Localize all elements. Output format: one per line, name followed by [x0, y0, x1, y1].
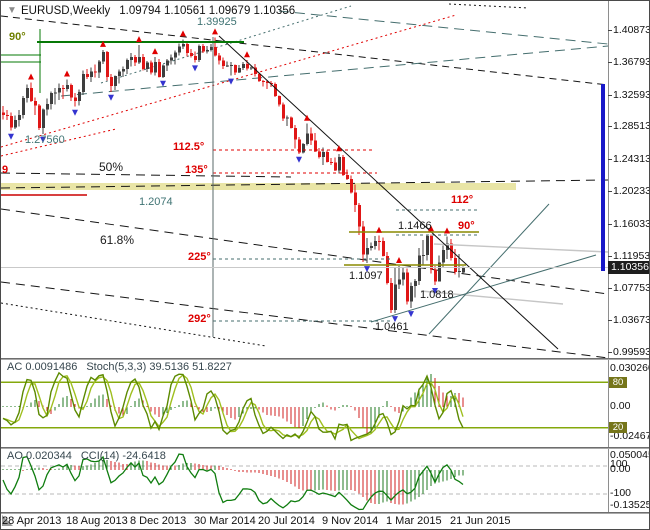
indicator-axis-label: -0.0246786 [610, 430, 649, 442]
main-chart[interactable] [1, 1, 608, 358]
price-tick-label: 1.07753 [613, 282, 650, 295]
ao-histogram [2, 460, 464, 505]
price-tick-label: 1.20233 [613, 184, 650, 197]
price-tick-label: 1.36793 [613, 55, 650, 68]
panel-separator-1[interactable] [1, 358, 649, 360]
indicator2-title: AO 0.020344 CCI(14) -24.6418 [7, 450, 175, 462]
panel-separator-2[interactable] [1, 447, 649, 449]
trend-lines-back [1, 3, 608, 358]
chart-annotation-label: 50% [99, 160, 124, 174]
price-tick-mark [608, 288, 612, 290]
price-tick-label: 1.32593 [613, 88, 650, 101]
chart-annotation-label: 1.1097 [349, 270, 383, 282]
time-axis-separator [1, 512, 649, 514]
khaki-zone [1, 183, 516, 190]
price-tick-label: 0.99593 [613, 345, 650, 358]
trend-lines-front [1, 29, 608, 350]
ac-title: AC 0.0091486 [7, 361, 78, 373]
time-tick-label: 28 Apr 2013 [2, 515, 62, 527]
chart-annotation-label: 112.5° [173, 141, 205, 153]
indicator-axis-label: 0.0500454 [610, 449, 649, 461]
chart-annotation-label: 90° [458, 220, 475, 232]
chart-ohlc-readout: 1.09794 1.10561 1.09679 1.10356 [119, 5, 296, 17]
stoch-level-badge: 80 [609, 377, 627, 388]
price-tick-label: 1.03673 [613, 314, 650, 327]
price-tick-label: 1.16033 [613, 217, 650, 230]
price-axis-separator [608, 1, 609, 514]
indicator-axis-label: 0.0302606 [610, 362, 649, 374]
price-tick-label: 1.11953 [613, 249, 650, 262]
chart-annotation-label: 1.2074 [139, 196, 173, 208]
price-tick-mark [608, 190, 612, 192]
blue-vertical-line [601, 84, 605, 271]
price-tick-label: 1.24313 [613, 153, 650, 166]
scroll-triangle-icon[interactable] [2, 515, 13, 526]
price-tick-mark [608, 61, 612, 63]
fractal-markers [8, 28, 450, 323]
chart-annotation-label: 1.27560 [25, 134, 65, 146]
price-tick-mark [608, 255, 612, 257]
price-tick-mark [608, 320, 612, 322]
price-tick-mark [608, 351, 612, 353]
cci-title: CCI(14) -24.6418 [80, 450, 166, 462]
ao-title: AO 0.020344 [7, 450, 72, 462]
candlesticks [2, 37, 465, 314]
chart-annotation-label: 90° [9, 31, 26, 43]
indicator-panel-ao-cci[interactable] [1, 449, 608, 512]
price-tick-mark [608, 126, 612, 128]
ac-histogram [2, 373, 464, 434]
current-price-box: 1.10356 [608, 261, 649, 274]
stoch-main-line [2, 371, 464, 442]
chart-annotation-label: 61.8% [100, 233, 135, 247]
stoch-level-badge: 20 [609, 422, 627, 433]
chart-annotation-label: 1.1466 [398, 220, 432, 232]
chart-annotation-label: 292° [188, 313, 211, 325]
time-tick-label: 18 Aug 2013 [66, 515, 128, 527]
stoch-signal-line [2, 374, 464, 440]
indicator-panel-ac-stoch[interactable] [1, 360, 608, 447]
time-tick-label: 21 Jun 2015 [450, 515, 511, 527]
price-tick-mark [608, 159, 612, 161]
chart-annotation-label: 225° [188, 251, 211, 263]
time-tick-label: 9 Nov 2014 [322, 515, 379, 527]
cci-line [2, 453, 464, 511]
price-tick-mark [608, 30, 612, 31]
chart-symbol-period: EURUSD,Weekly [21, 5, 111, 17]
indicator-axis-label: 0.00 [610, 400, 631, 412]
chart-annotation-label: 112° [451, 194, 474, 206]
chart-title: EURUSD,Weekly 1.09794 1.10561 1.09679 1.1… [21, 5, 295, 17]
price-tick-mark [608, 94, 612, 96]
stoch-title: Stoch(5,3,3) 39.5136 51.8227 [86, 361, 232, 373]
price-tick-label: 1.28513 [613, 120, 650, 133]
chart-annotation-label: 1.39925 [197, 16, 237, 28]
chart-annotation-label: 9 [2, 164, 9, 176]
chart-annotation-label: 1.0818 [420, 289, 454, 301]
indicator-axis-label: 100 [610, 458, 628, 470]
time-tick-label: 30 Mar 2014 [194, 515, 256, 527]
indicator-axis-label: -0.135252 [610, 499, 649, 511]
chart-dropdown-icon[interactable]: ▼ [7, 5, 17, 16]
time-tick-label: 8 Dec 2013 [130, 515, 187, 527]
price-tick-label: 1.40873 [613, 24, 650, 36]
chart-annotation-label: 135° [185, 164, 208, 176]
indicator-axis-label: 0.00 [610, 463, 631, 475]
indicator-axis-label: -100 [610, 487, 632, 499]
indicator1-title: AC 0.0091486 Stoch(5,3,3) 39.5136 51.8227 [7, 361, 241, 373]
time-tick-label: 1 Mar 2015 [386, 515, 442, 527]
time-tick-label: 20 Jul 2014 [258, 515, 315, 527]
chart-annotation-label: 1.0461 [375, 321, 409, 333]
price-tick-mark [608, 223, 612, 225]
